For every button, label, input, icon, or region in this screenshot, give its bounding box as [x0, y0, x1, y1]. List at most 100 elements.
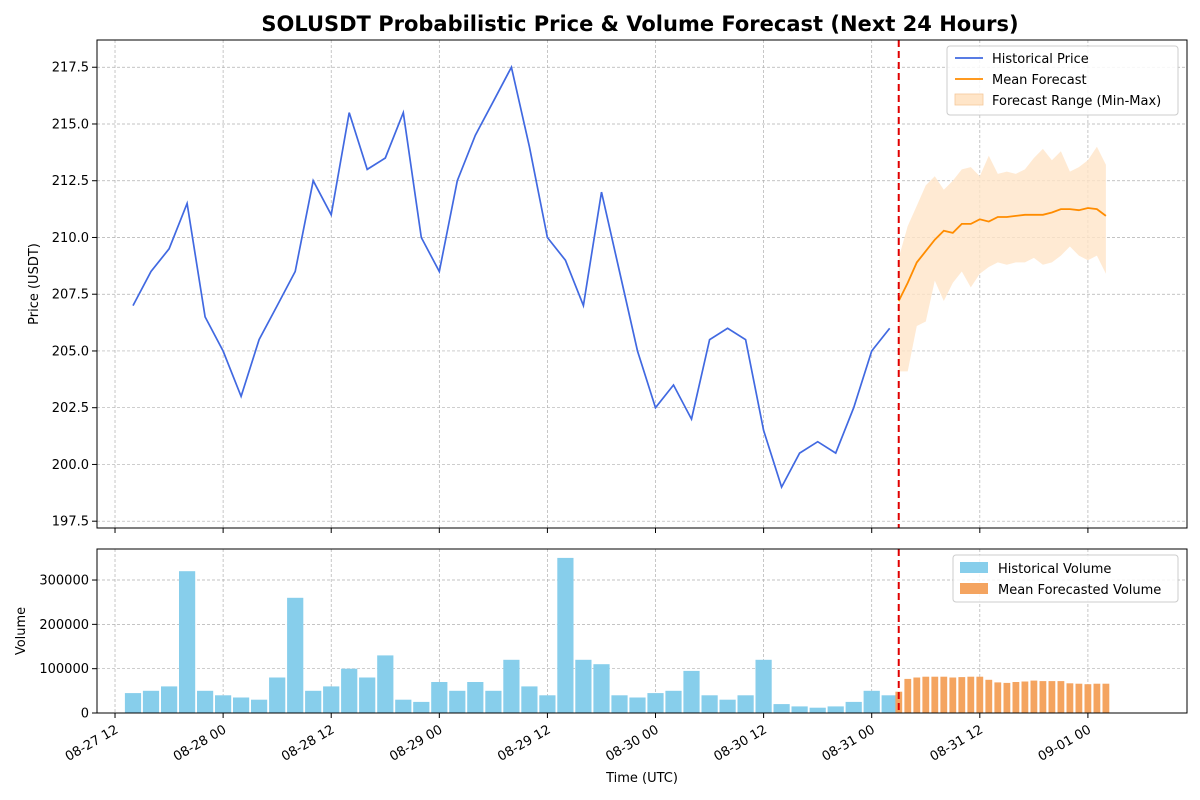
volume-y-tick-label: 0 — [81, 707, 89, 722]
historical-volume-bar — [251, 699, 268, 713]
historical-volume-bar — [197, 690, 214, 713]
price-y-tick-label: 215.0 — [52, 117, 89, 132]
historical-volume-bar — [521, 686, 538, 713]
historical-volume-bar — [467, 682, 484, 713]
x-tick-label: 08-29 00 — [387, 722, 445, 764]
forecast-volume-bar — [1003, 682, 1011, 713]
x-tick-label: 08-30 00 — [603, 722, 661, 764]
price-plot-frame — [96, 39, 1188, 529]
price-y-axis-label: Price (USDT) — [27, 243, 42, 325]
forecast-volume-bar — [1057, 681, 1065, 713]
x-tick-label: 09-01 00 — [1036, 722, 1094, 764]
historical-volume-bar — [413, 701, 430, 713]
x-tick-label: 08-30 12 — [711, 722, 769, 764]
forecast-volume-bar — [904, 678, 912, 713]
forecast-volume-bar — [1012, 682, 1020, 713]
forecast-range-band — [898, 146, 1106, 372]
historical-volume-bar — [485, 690, 502, 713]
forecast-volume-bar — [994, 682, 1002, 713]
historical-volume-bar — [215, 695, 232, 713]
forecast-volume-bar — [913, 677, 921, 713]
historical-volume-bar — [395, 699, 412, 713]
chart-title: SOLUSDT Probabilistic Price & Volume For… — [261, 12, 1018, 36]
historical-volume-bar — [737, 695, 754, 713]
legend-historical-volume-swatch — [960, 562, 988, 573]
historical-volume-bar — [629, 697, 646, 713]
forecast-volume-bar — [922, 676, 930, 713]
historical-price-line — [132, 64, 891, 490]
legend-forecast-range-label: Forecast Range (Min-Max) — [992, 94, 1161, 109]
volume-y-tick-label: 200000 — [39, 618, 89, 633]
historical-volume-bar — [683, 670, 700, 713]
price-y-tick-label: 207.5 — [52, 288, 89, 303]
historical-volume-bar — [881, 695, 898, 713]
legend-historical-volume-label: Historical Volume — [998, 562, 1111, 577]
volume-plot-frame — [96, 548, 1188, 714]
volume-y-tick-label: 300000 — [39, 574, 89, 589]
price-y-tick-label: 210.0 — [52, 231, 89, 246]
price-grid — [97, 40, 1187, 528]
volume-y-ticks: 0 100000 200000 300000 — [39, 574, 97, 722]
mean-forecast-line — [897, 207, 1107, 302]
price-y-tick-label: 217.5 — [52, 61, 89, 76]
historical-volume-bar — [557, 557, 574, 713]
price-legend: Historical Price Mean Forecast Forecast … — [946, 45, 1179, 116]
historical-volume-bar — [647, 693, 664, 713]
price-y-tick-label: 202.5 — [52, 401, 89, 416]
historical-volume-bar — [719, 699, 736, 713]
price-legend-box — [946, 45, 1179, 116]
historical-volume-bar — [773, 704, 790, 713]
forecast-volume-bars — [895, 676, 1110, 713]
price-panel: 197.5 200.0 202.5 205.0 207.5 210.0 212.5 215.0… — [27, 39, 1188, 533]
historical-volume-bar — [233, 697, 250, 713]
historical-volume-bar — [287, 597, 304, 713]
price-y-ticks: 197.5 200.0 202.5 205.0 207.5 210.0 212.5 215.0… — [52, 61, 97, 530]
historical-volume-bar — [431, 682, 448, 713]
historical-volume-bar — [377, 655, 394, 713]
legend-mean-forecast-label: Mean Forecast — [992, 73, 1087, 88]
historical-volume-bar — [305, 690, 322, 713]
forecast-volume-bar — [1093, 683, 1101, 713]
price-y-tick-label: 212.5 — [52, 174, 89, 189]
historical-volume-bar — [611, 695, 628, 713]
x-axis-label: Time (UTC) — [605, 771, 678, 786]
historical-volume-bar — [665, 690, 682, 713]
forecast-volume-bar — [985, 679, 993, 713]
historical-volume-bar — [269, 677, 286, 713]
forecast-volume-bar — [1039, 681, 1047, 713]
historical-volume-bar — [827, 706, 844, 713]
historical-volume-bar — [323, 686, 340, 713]
forecast-volume-bar — [940, 676, 948, 713]
volume-legend-box — [952, 554, 1179, 603]
x-tick-label: 08-31 12 — [928, 722, 986, 764]
historical-volume-bar — [359, 677, 376, 713]
historical-volume-bar — [701, 695, 718, 713]
legend-forecast-volume-swatch — [960, 583, 988, 594]
forecast-volume-bar — [967, 676, 975, 713]
forecast-volume-bar — [949, 677, 957, 713]
forecast-volume-bar — [931, 676, 939, 713]
historical-volume-bar — [593, 664, 610, 713]
price-y-tick-label: 200.0 — [52, 458, 89, 473]
historical-volume-bar — [449, 690, 466, 713]
historical-volume-bar — [755, 659, 772, 713]
forecast-volume-bar — [958, 677, 966, 713]
forecast-volume-bar — [1021, 681, 1029, 713]
forecast-volume-bar — [1102, 683, 1110, 713]
price-x-ticks — [114, 528, 1089, 533]
forecast-volume-bar — [895, 691, 903, 713]
historical-volume-bar — [539, 695, 556, 713]
historical-volume-bar — [503, 659, 520, 713]
historical-volume-bar — [341, 668, 358, 713]
volume-x-ticks: 08-27 12 08-28 00 08-28 12 08-29 00 08-29 12… — [63, 713, 1094, 765]
volume-y-tick-label: 100000 — [39, 662, 89, 677]
historical-volume-bar — [791, 706, 808, 713]
legend-historical-price-label: Historical Price — [992, 52, 1089, 67]
forecast-volume-bar — [1066, 683, 1074, 713]
x-tick-label: 08-28 12 — [279, 722, 337, 764]
historical-volume-bar — [575, 659, 592, 713]
historical-volume-bar — [161, 686, 178, 713]
historical-volume-bar — [863, 690, 880, 713]
